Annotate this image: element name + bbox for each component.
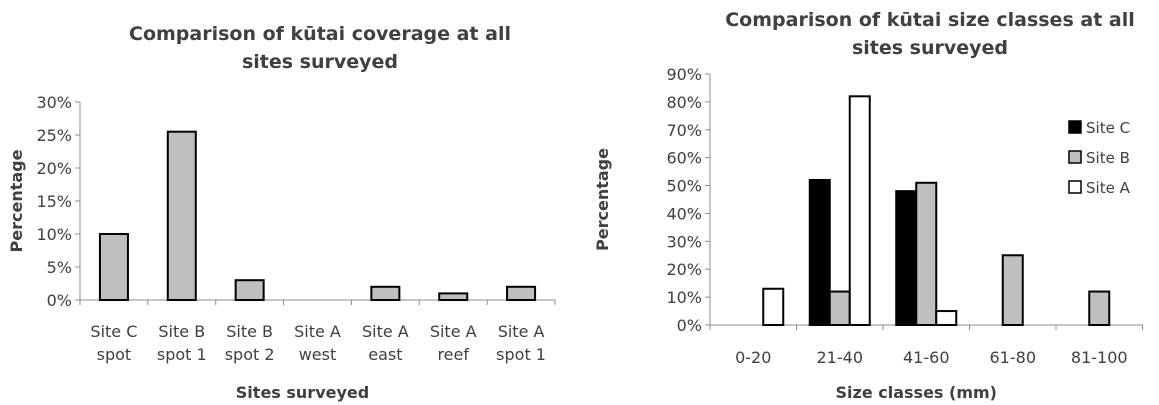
y-tick-label: 25% (36, 126, 72, 145)
x-tick-label: Site A (430, 322, 477, 341)
y-tick-label: 0% (47, 291, 72, 310)
x-tick-label: spot 1 (157, 345, 207, 364)
y-tick-label: 15% (36, 192, 72, 211)
bar-site-b (828, 290, 851, 326)
bar (98, 233, 129, 301)
x-axis-title: Sites surveyed (236, 383, 369, 402)
x-tick-label: 0-20 (735, 348, 771, 367)
legend-swatch (1068, 120, 1082, 134)
x-tick-label: Site B (158, 322, 205, 341)
x-axis-title: Size classes (mm) (836, 383, 997, 402)
legend-label: Site A (1086, 179, 1131, 197)
size-classes-chart: 0% 10% 20% 30% 40% 50% 60% 70% 80% 90% 0-20 21-40 41… (593, 65, 1143, 402)
x-tick-label: 81-100 (1071, 348, 1128, 367)
bar-site-c (808, 178, 831, 326)
bar (438, 292, 469, 301)
x-tick-label: 41-60 (903, 348, 950, 367)
y-tick-label: 50% (666, 177, 702, 196)
y-tick-label: 0% (677, 316, 702, 335)
y-tick-label: 40% (666, 204, 702, 223)
bar (370, 285, 401, 301)
x-tick-label: spot 2 (225, 345, 275, 364)
legend-swatch (1068, 180, 1082, 194)
y-tick-label: 5% (47, 258, 72, 277)
x-tick-label: Site A (294, 322, 341, 341)
left-title-line-1: Comparison of kūtai coverage at all (129, 23, 511, 45)
x-tick-label: spot 1 (496, 345, 546, 364)
bar-site-a (762, 287, 785, 326)
right-chart-title: Comparison of kūtai size classes at all … (700, 6, 1159, 62)
x-tick-label: spot (97, 345, 132, 364)
bar-site-b (915, 181, 938, 326)
bar-site-c (895, 190, 918, 326)
y-tick-label: 80% (666, 93, 702, 112)
y-tick-label: 30% (666, 232, 702, 251)
y-axis-title: Percentage (593, 148, 612, 251)
y-tick-label: 20% (36, 159, 72, 178)
y-tick-label: 30% (36, 93, 72, 112)
y-tick-label: 90% (666, 65, 702, 84)
x-tick-label: Site A (498, 322, 545, 341)
y-tick-label: 70% (666, 121, 702, 140)
y-axis-title: Percentage (7, 149, 26, 252)
y-tick-label: 10% (666, 288, 702, 307)
bar-site-b (1088, 290, 1111, 326)
legend-label: Site C (1086, 119, 1130, 137)
x-tick-label: east (368, 345, 402, 364)
x-tick-label: Site C (90, 322, 137, 341)
x-tick-label: Site A (362, 322, 409, 341)
x-tick-label: reef (437, 345, 469, 364)
right-title-line-2: sites surveyed (851, 37, 1009, 59)
left-title-line-2: sites surveyed (241, 51, 399, 73)
right-title-line-1: Comparison of kūtai size classes at all (725, 9, 1135, 31)
y-tick-label: 20% (666, 260, 702, 279)
legend-swatch (1068, 150, 1082, 164)
bar (234, 279, 265, 302)
x-tick-label: 61-80 (990, 348, 1037, 367)
left-chart-title: Comparison of kūtai coverage at all site… (90, 20, 550, 76)
x-tick-label: 21-40 (817, 348, 864, 367)
x-tick-label: west (299, 345, 337, 364)
legend-label: Site B (1086, 149, 1130, 167)
bar-site-a (935, 310, 958, 326)
y-tick-label: 60% (666, 149, 702, 168)
bar (166, 130, 197, 301)
x-tick-label: Site B (226, 322, 273, 341)
bar-site-b (1001, 254, 1024, 326)
coverage-chart: 0% 5% 10% 15% 20% 25% 30% Site C spot Site B spot … (7, 93, 556, 402)
bar-site-a (848, 95, 871, 326)
y-tick-label: 10% (36, 225, 72, 244)
bar (506, 285, 537, 301)
